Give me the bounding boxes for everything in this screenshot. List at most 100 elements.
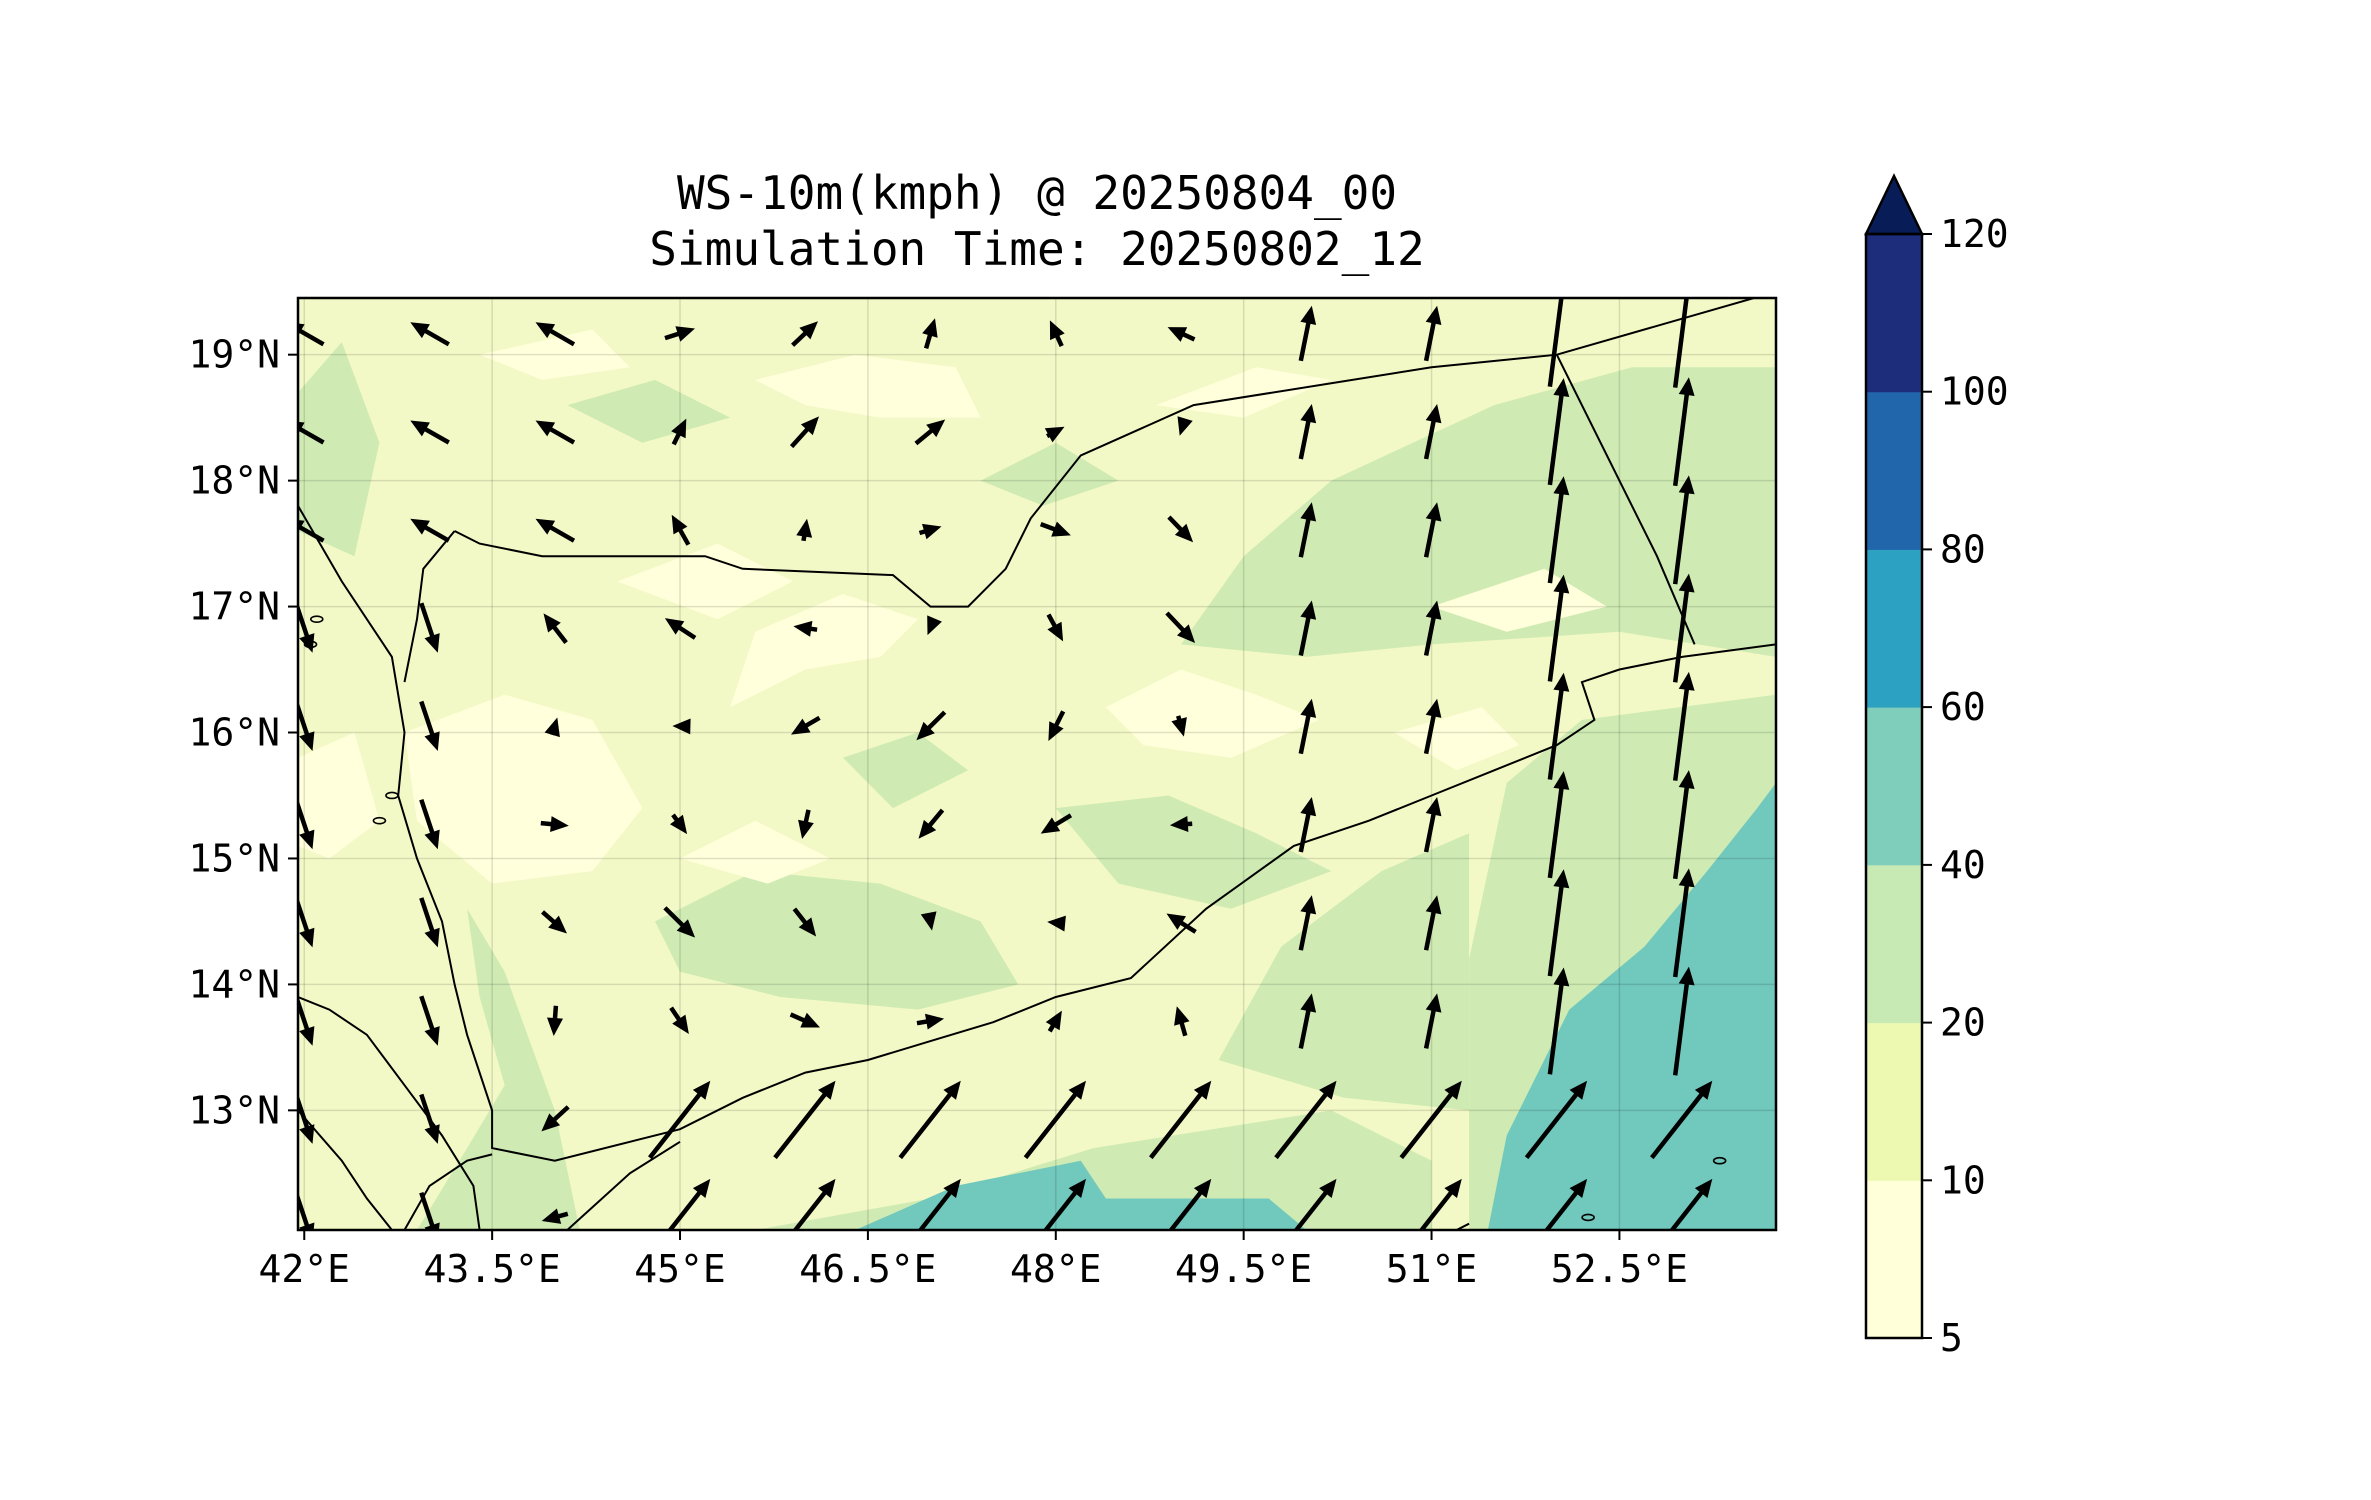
wind-arrow — [664, 326, 695, 342]
wind-arrow — [916, 710, 947, 741]
wind-arrow — [419, 897, 440, 948]
wind-arrow — [773, 1080, 836, 1160]
wind-arrow — [918, 808, 945, 839]
wind-arrow — [672, 718, 691, 735]
longitude-tick-label: 46.5°E — [799, 1247, 936, 1291]
wind-arrow — [1547, 869, 1570, 977]
wind-arrow — [1298, 600, 1317, 656]
latitude-axis: 19°N 18°N 17°N 16°N 15°N 14°N 13°N — [188, 333, 298, 1132]
wind-arrow — [1423, 895, 1442, 951]
wind-arrow — [663, 906, 696, 938]
island-outline — [372, 816, 387, 825]
wind-arrow — [1423, 404, 1442, 460]
wind-arrow — [793, 620, 818, 637]
colorbar-segment — [1866, 864, 1922, 1024]
wind-arrow — [1669, 1178, 1713, 1230]
longitude-tick-label: 43.5°E — [424, 1247, 561, 1291]
speed-contour-patch — [842, 732, 969, 809]
wind-arrow — [541, 910, 567, 934]
latitude-tick-label: 16°N — [188, 711, 280, 755]
wind-arrow — [1298, 895, 1317, 951]
coastline-segment — [403, 1153, 493, 1230]
coastline-segment — [403, 530, 456, 683]
wind-arrow — [1045, 1010, 1062, 1033]
wind-arrow — [419, 602, 440, 653]
wind-arrow — [535, 518, 576, 543]
wind-arrow — [1547, 378, 1570, 486]
wind-arrow — [1166, 913, 1197, 934]
map-frame — [296, 296, 1778, 1232]
wind-arrow — [540, 816, 569, 832]
wind-speed-map — [298, 298, 1776, 1230]
wind-arrow — [543, 613, 568, 644]
wind-arrow — [917, 1178, 961, 1230]
wind-arrow — [664, 618, 697, 640]
wind-arrow — [789, 1012, 820, 1028]
colorbar-tick-label: 80 — [1940, 527, 1986, 571]
wind-arrow — [1672, 966, 1695, 1076]
wind-arrow — [927, 615, 942, 636]
wind-arrow — [1298, 698, 1317, 755]
colorbar: 5 10 20 40 60 80 100 120 — [1864, 173, 2009, 1360]
wind-arrow — [1672, 573, 1695, 683]
chart-subtitle: Simulation Time: 20250802_12 — [649, 222, 1425, 276]
wind-arrow — [544, 717, 560, 738]
map-gridlines — [298, 298, 1776, 1230]
wind-arrow — [1544, 1178, 1588, 1230]
longitude-tick-label: 49.5°E — [1175, 1247, 1312, 1291]
speed-contour-patch — [1218, 833, 1470, 1111]
wind-arrow — [1049, 320, 1065, 348]
wind-arrow — [1023, 1080, 1086, 1160]
wind-arrow — [419, 700, 440, 751]
speed-contour-patch — [1055, 795, 1332, 909]
wind-arrow — [1168, 1178, 1212, 1230]
colorbar-segment — [1866, 391, 1922, 550]
wind-arrow — [1672, 377, 1695, 487]
colorbar-tick-label: 60 — [1940, 685, 1986, 729]
latitude-tick-label: 18°N — [188, 459, 280, 503]
wind-arrow — [918, 523, 942, 540]
coastline-segment — [298, 1109, 393, 1230]
speed-contour-patch — [617, 543, 793, 620]
coastline-segment — [454, 298, 1758, 608]
wind-arrow — [1298, 993, 1317, 1049]
coastlines-and-borders — [298, 298, 1776, 1230]
wind-arrow — [1423, 993, 1442, 1049]
wind-arrow — [1043, 1178, 1086, 1230]
wind-arrow — [1547, 672, 1570, 780]
wind-arrow — [1547, 574, 1570, 682]
wind-arrow — [789, 416, 819, 449]
wind-arrow — [1044, 426, 1065, 443]
wind-arrow — [1672, 298, 1689, 388]
wind-arrow — [1169, 816, 1193, 832]
wind-arrow — [1165, 611, 1196, 643]
wind-arrow — [1298, 305, 1317, 362]
wind-arrow — [1418, 1178, 1462, 1230]
island-outline — [309, 615, 324, 623]
colorbar-tick-label: 5 — [1940, 1316, 1963, 1360]
wind-arrow — [419, 1093, 440, 1144]
latitude-tick-label: 15°N — [188, 836, 280, 880]
wind-arrow — [1167, 327, 1196, 342]
wind-arrow — [671, 514, 691, 546]
wind-arrow — [1423, 502, 1442, 558]
latitude-tick-label: 17°N — [188, 585, 280, 629]
speed-contour-patch — [1181, 367, 1776, 657]
colorbar-segment — [1866, 234, 1922, 393]
wind-arrow — [1672, 868, 1695, 978]
colorbar-tick-label: 10 — [1940, 1158, 1986, 1202]
speed-contour-patch — [417, 908, 580, 1230]
wind-arrow — [1672, 770, 1695, 880]
speed-contour-patch — [730, 594, 918, 708]
wind-arrow — [1650, 1080, 1713, 1160]
wind-arrow — [1524, 1080, 1588, 1160]
wind-arrow — [916, 1013, 945, 1030]
wind-arrow — [648, 1080, 711, 1160]
wind-arrow — [1040, 813, 1073, 834]
wind-arrow — [1274, 1080, 1337, 1160]
longitude-tick-label: 52.5°E — [1551, 1247, 1688, 1291]
colorbar-tick-label: 120 — [1940, 212, 2009, 256]
wind-arrow — [1048, 710, 1066, 741]
longitude-tick-label: 42°E — [259, 1247, 351, 1291]
